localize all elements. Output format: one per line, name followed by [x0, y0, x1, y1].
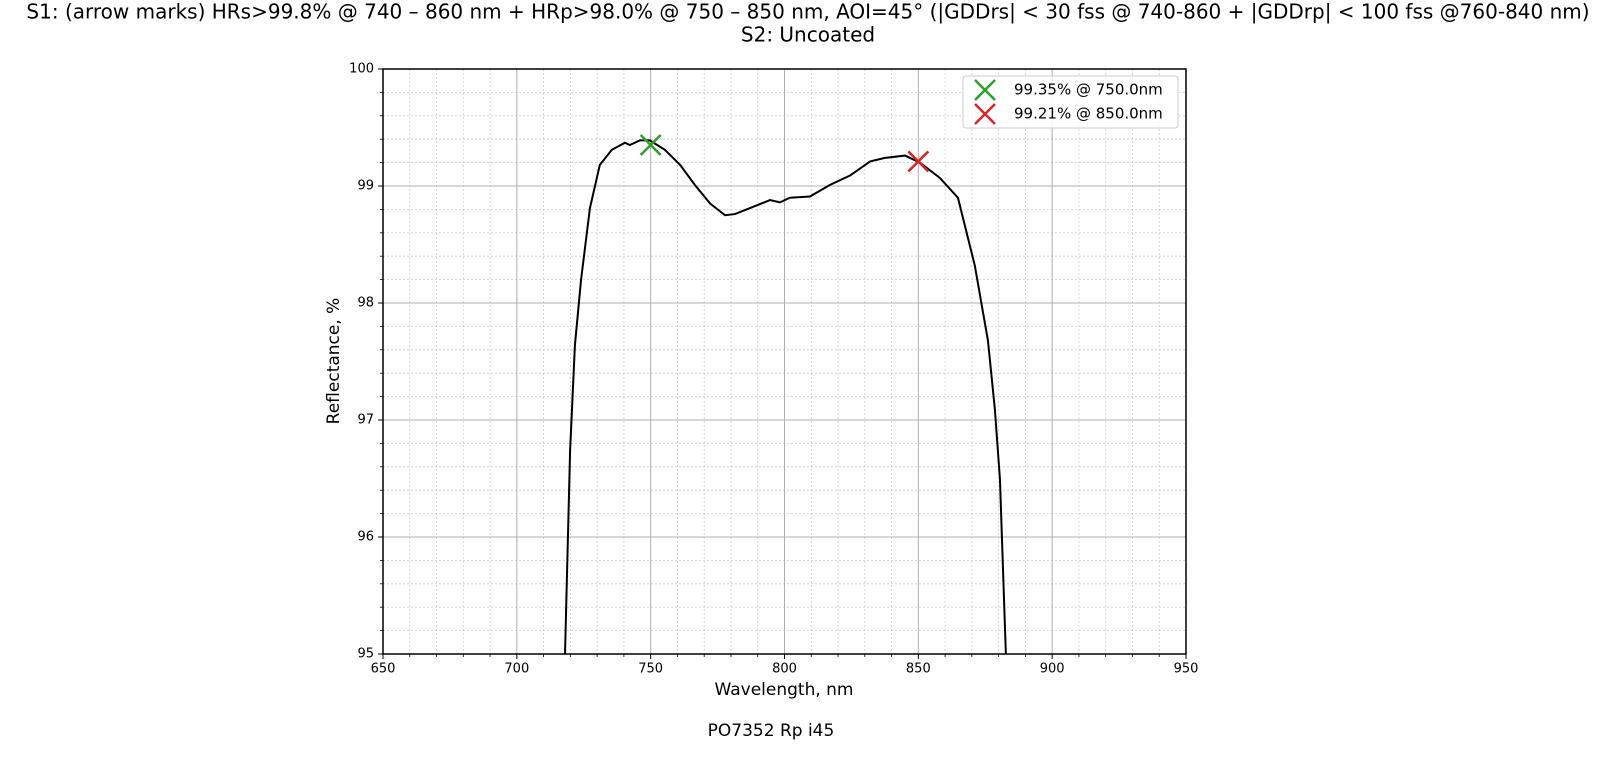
plot-frame: [382, 68, 1187, 655]
y-tick-label: 99: [357, 179, 374, 194]
y-tick-label: 100: [349, 62, 374, 77]
legend-label: 99.21% @ 850.0nm: [1014, 105, 1163, 123]
y-tick-label: 97: [357, 413, 374, 428]
y-axis-label: Reflectance, %: [324, 298, 344, 425]
legend-marker: [974, 79, 996, 101]
x-tick-label: 900: [1040, 662, 1065, 677]
legend-marker: [974, 103, 996, 125]
x-tick-label: 950: [1174, 662, 1199, 677]
footer: PO7352 Rp i45: [708, 721, 835, 741]
marker: [907, 150, 930, 173]
x-tick-label: 750: [638, 662, 663, 677]
x-tick-label: 800: [772, 662, 797, 677]
y-tick-label: 96: [357, 530, 374, 545]
chart-subtitle: S2: Uncoated: [741, 23, 875, 47]
x-axis-label: Wavelength, nm: [715, 680, 854, 700]
y-tick-label: 95: [357, 647, 374, 662]
y-tick-label: 98: [357, 296, 374, 311]
x-tick-label: 700: [504, 662, 529, 677]
marker: [639, 134, 662, 156]
chart-title: S1: (arrow marks) HRs>99.8% @ 740 – 860 …: [26, 0, 1589, 24]
data-line: [564, 139, 1007, 654]
legend-box: [962, 75, 1179, 129]
legend-label: 99.35% @ 750.0nm: [1014, 81, 1163, 99]
x-tick-label: 650: [371, 662, 396, 677]
x-tick-label: 850: [906, 662, 931, 677]
